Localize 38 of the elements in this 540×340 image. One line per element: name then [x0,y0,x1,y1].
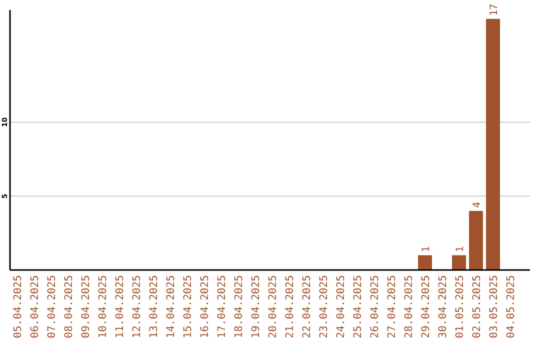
x-tick-label: 08.04.2025 [63,275,75,338]
x-tick-label: 13.04.2025 [148,275,160,338]
x-tick-label: 29.04.2025 [420,275,432,338]
x-tick-label: 06.04.2025 [29,275,41,338]
x-tick-label: 04.05.2025 [505,275,517,338]
data-label: 1 [421,246,432,252]
x-tick-label: 12.04.2025 [131,275,143,338]
bar [486,18,500,270]
x-tick-label: 22.04.2025 [301,275,313,338]
x-tick-label: 05.04.2025 [12,275,24,338]
x-tick-label: 19.04.2025 [250,275,262,338]
x-tick-label: 28.04.2025 [403,275,415,338]
x-tick-label: 10.04.2025 [97,275,109,338]
bar [418,255,432,270]
x-tick-label: 20.04.2025 [267,275,279,338]
x-tick-label: 14.04.2025 [165,275,177,338]
data-label: 1 [455,246,466,252]
x-tick-label: 30.04.2025 [437,275,449,338]
x-tick-label: 03.05.2025 [488,275,500,338]
x-tick-label: 18.04.2025 [233,275,245,338]
data-label: 17 [489,4,500,16]
x-tick-label: 26.04.2025 [369,275,381,338]
x-tick-label: 17.04.2025 [216,275,228,338]
bar [452,255,466,270]
x-tick-label: 07.04.2025 [46,275,58,338]
x-tick-label: 11.04.2025 [114,275,126,338]
x-tick-label: 09.04.2025 [80,275,92,338]
x-tick-label: 02.05.2025 [471,275,483,338]
x-tick-label: 23.04.2025 [318,275,330,338]
x-tick-label: 24.04.2025 [335,275,347,338]
x-tick-label: 15.04.2025 [182,275,194,338]
x-tick-label: 21.04.2025 [284,275,296,338]
x-tick-label: 01.05.2025 [454,275,466,338]
data-label: 4 [472,202,483,208]
bar [469,210,483,270]
x-tick-label: 16.04.2025 [199,275,211,338]
x-tick-label: 27.04.2025 [386,275,398,338]
x-tick-label: 25.04.2025 [352,275,364,338]
